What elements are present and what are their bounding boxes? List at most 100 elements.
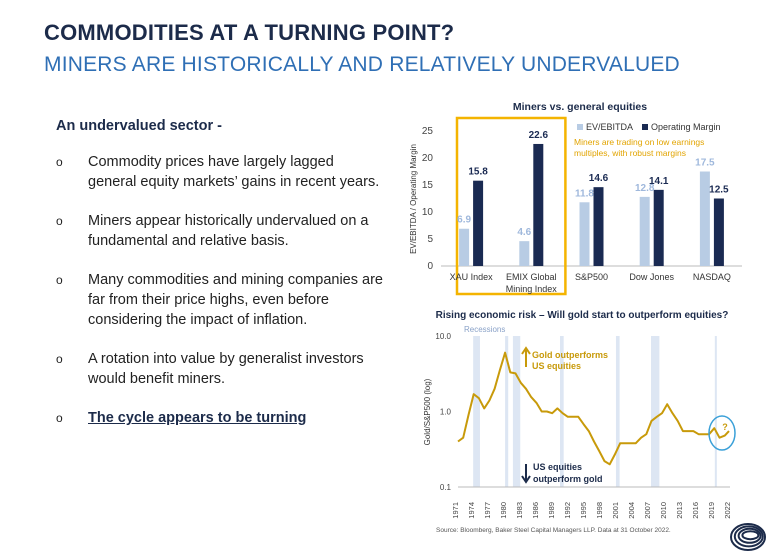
cycle-link[interactable]: The cycle appears to be turning: [88, 410, 307, 426]
line-y-tick-label: 0.1: [440, 483, 452, 492]
ev-ebitda-bar: [579, 202, 590, 266]
page-subtitle: MINERS ARE HISTORICALLY AND RELATIVELY U…: [44, 53, 680, 76]
bullet-text: Many commodities and mining companies ar…: [88, 272, 383, 328]
equities-outperform-arrow: [521, 464, 531, 484]
bar-annotation: multiples, with robust margins: [574, 148, 686, 158]
recession-band: [651, 336, 660, 487]
ev-ebitda-data-label: 17.5: [695, 158, 715, 169]
logo-ring: [733, 525, 764, 548]
legend-swatch-operating-margin: [642, 124, 648, 130]
logo-ring: [737, 527, 762, 544]
line-x-tick-label: 2001: [611, 502, 620, 519]
line-y-axis-label: Gold/S&P500 (log): [423, 378, 432, 445]
operating-margin-data-label: 12.5: [709, 185, 729, 196]
legend-swatch-ev-ebitda: [577, 124, 583, 130]
legend-label-ev-ebitda: EV/EBITDA: [586, 122, 633, 132]
line-x-tick-label: 2016: [691, 502, 700, 519]
ev-ebitda-bar: [639, 196, 650, 266]
bar-y-tick-label: 0: [427, 261, 433, 272]
bullet-list: o Commodity prices have largely lagged ge…: [56, 152, 386, 428]
operating-margin-data-label: 22.6: [529, 130, 549, 141]
line-y-tick-label: 1.0: [440, 408, 452, 417]
bullet-item: o Commodity prices have largely lagged ge…: [56, 152, 386, 192]
left-panel: An undervalued sector - o Commodity price…: [56, 118, 386, 447]
source-note: Source: Bloomberg, Baker Steel Capital M…: [436, 527, 671, 534]
miners-highlight-box: [455, 116, 567, 296]
bar-category-label: NASDAQ: [693, 272, 731, 282]
recessions-label: Recessions: [464, 325, 505, 334]
bar-category-label: EMIX Global: [506, 272, 557, 282]
bullet-marker: o: [56, 352, 63, 366]
bullet-marker: o: [56, 214, 63, 228]
operating-margin-data-label: 14.6: [589, 173, 609, 184]
ev-ebitda-bar: [519, 241, 530, 266]
ev-ebitda-data-label: 6.9: [457, 215, 471, 226]
bullet-text: A rotation into value by generalist inve…: [88, 351, 364, 387]
question-mark-label: ?: [722, 422, 728, 432]
operating-margin-data-label: 15.8: [468, 167, 488, 178]
line-x-tick-label: 1983: [515, 502, 524, 519]
operating-margin-bar: [593, 187, 604, 266]
section-heading: An undervalued sector -: [56, 118, 222, 134]
bullet-item: o Miners appear historically undervalued …: [56, 211, 386, 251]
operating-margin-bar: [713, 198, 724, 266]
bar-y-tick-label: 5: [427, 234, 433, 245]
page-title: COMMODITIES AT A TURNING POINT?: [44, 20, 455, 45]
recession-band: [505, 336, 509, 487]
ev-ebitda-bar: [699, 171, 710, 266]
equities-outperform-label: US equities: [533, 462, 582, 472]
bar-annotation: Miners are trading on low earnings: [574, 137, 704, 147]
bar-category-label: Mining Index: [506, 284, 558, 294]
operating-margin-bar: [533, 143, 544, 266]
bar-y-tick-label: 10: [422, 207, 434, 218]
line-x-tick-label: 1977: [483, 502, 492, 519]
ev-ebitda-data-label: 4.6: [517, 227, 531, 238]
bullet-text: Commodity prices have largely lagged gen…: [88, 154, 380, 190]
spiral-logo-icon: [730, 523, 766, 551]
line-x-tick-label: 1989: [547, 502, 556, 519]
line-x-tick-label: 1980: [499, 502, 508, 519]
ev-ebitda-data-label: 12.8: [635, 183, 655, 194]
bullet-item-link[interactable]: o The cycle appears to be turning: [56, 408, 386, 428]
recession-band: [473, 336, 480, 487]
bullet-marker: o: [56, 411, 63, 425]
bullet-item: o Many commodities and mining companies a…: [56, 270, 386, 330]
bar-y-tick-label: 15: [422, 180, 434, 191]
gold-outperforms-label: US equities: [532, 361, 581, 371]
line-x-tick-label: 1971: [451, 502, 460, 519]
recession-band: [615, 336, 620, 487]
line-y-tick-label: 10.0: [435, 332, 451, 341]
line-x-tick-label: 2022: [723, 502, 732, 519]
equities-outperform-label: outperform gold: [533, 474, 603, 484]
line-x-tick-label: 1992: [563, 502, 572, 519]
line-x-tick-label: 2007: [643, 502, 652, 519]
line-x-tick-label: 1986: [531, 502, 540, 519]
line-x-tick-label: 2013: [675, 502, 684, 519]
line-x-tick-label: 1974: [467, 502, 476, 519]
bullet-marker: o: [56, 273, 63, 287]
line-x-tick-label: 1995: [579, 502, 588, 519]
bar-category-label: XAU Index: [450, 272, 494, 282]
ev-ebitda-data-label: 11.8: [575, 188, 594, 199]
logo-ring: [741, 530, 760, 541]
legend-label-operating-margin: Operating Margin: [651, 122, 721, 132]
line-x-tick-label: 2019: [707, 502, 716, 519]
recession-band: [714, 336, 717, 487]
bullet-item: o A rotation into value by generalist inv…: [56, 349, 386, 389]
recession-band: [512, 336, 521, 487]
bar-y-axis-label: EV/EBITDA / Operating Margin: [409, 144, 418, 254]
bullet-marker: o: [56, 155, 63, 169]
bar-y-tick-label: 20: [422, 153, 434, 164]
gold-outperforms-arrow: [521, 346, 531, 367]
operating-margin-data-label: 14.1: [649, 176, 669, 187]
gold-outperforms-label: Gold outperforms: [532, 350, 608, 360]
turning-point-circle: [708, 415, 736, 451]
bar-chart-title: Miners vs. general equities: [513, 101, 647, 113]
line-x-tick-label: 2004: [627, 502, 636, 519]
logo-ring: [730, 523, 766, 551]
line-x-tick-label: 2010: [659, 502, 668, 519]
operating-margin-bar: [473, 180, 484, 266]
operating-margin-bar: [653, 189, 664, 266]
bullet-text: Miners appear historically undervalued o…: [88, 213, 369, 249]
